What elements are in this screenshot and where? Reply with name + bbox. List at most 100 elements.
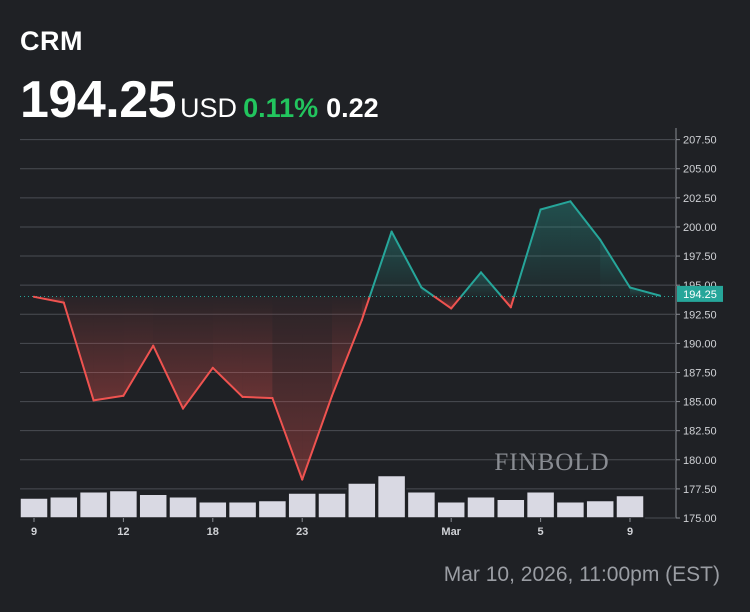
change-percent: 0.11% [243,93,319,123]
price-point [450,307,453,310]
volume-bar [138,493,168,519]
price-line-down [360,295,371,322]
volume-bar [108,489,139,519]
price-line-down [450,295,463,310]
y-tick-label: 205.00 [683,164,717,176]
y-tick-label: 187.50 [683,367,717,379]
price-line-down [509,295,516,309]
price-point [152,344,155,347]
area-above-baseline [540,201,571,297]
price-point [420,286,423,289]
price-point [331,394,333,397]
price-line-down [433,295,453,310]
price-line-down [33,295,65,304]
price-point [390,230,393,233]
price-point [539,208,542,211]
change-absolute: 0.22 [326,93,379,123]
price-line-down [92,394,125,402]
area-above-baseline [570,201,601,297]
x-tick-label: 5 [538,526,544,538]
x-tick-label: 9 [627,526,633,538]
price-line-down [500,295,512,309]
y-tick-label: 175.00 [683,513,717,525]
volume-bar [198,501,228,519]
volume-bar [19,497,49,519]
volume-bar [585,499,615,519]
volume-bar [227,501,258,519]
last-price-tag [677,285,723,302]
ticker-symbol: CRM [20,26,83,56]
area-below-baseline [212,296,243,397]
volume-bar [615,494,645,519]
price-line-up [599,238,631,289]
price-line-up [539,200,572,211]
volume-bar [496,498,526,519]
price-line-down [182,366,214,410]
price-line-up [569,200,602,241]
y-tick-label: 185.00 [683,397,717,409]
price-point [629,286,631,289]
area-above-baseline [600,239,630,297]
volume-bar [466,496,496,519]
price-point [271,397,274,400]
price-point [360,319,363,322]
price-line-down [301,394,333,481]
area-below-baseline [153,296,183,409]
price-line-up [629,286,661,297]
area-below-baseline [242,296,273,399]
volume-bar [78,491,109,519]
area-below-baseline [93,296,124,401]
volume-bar [406,491,437,519]
price-row: 194.25 USD 0.11% 0.22 [20,70,379,130]
price-point [509,306,512,309]
area-below-baseline [183,296,213,409]
price-line-up [480,271,503,298]
volume-bar [376,474,407,519]
price-point [569,200,572,203]
volume-bar [525,491,556,519]
price-point [33,295,35,298]
area-below-baseline [332,296,362,396]
x-tick-label: 23 [296,526,308,538]
price-point [211,366,214,369]
last-price-label: 194.25 [683,289,717,301]
price-line-down [271,397,304,481]
price-line-up [513,208,542,298]
y-tick-label: 177.50 [683,484,717,496]
price-line-down [331,319,363,397]
y-tick-label: 190.00 [683,338,717,350]
y-tick-label: 180.00 [683,455,717,467]
price-point [599,238,602,241]
price-line-down [211,366,244,398]
area-below-baseline [272,296,303,480]
x-tick-label: 18 [207,526,219,538]
area-above-baseline [391,231,422,297]
price-point [658,294,661,297]
y-tick-label: 192.50 [683,309,717,321]
price-point [241,395,244,398]
volume-bar [49,496,79,519]
price-point [301,478,304,481]
area-below-baseline [123,296,154,396]
price-line-up [390,230,423,289]
y-tick-label: 202.50 [683,193,717,205]
x-tick-label: 12 [117,526,129,538]
price-line-down [152,344,184,410]
price-point [122,394,125,397]
x-tick-label: 9 [31,526,37,538]
price-point [92,399,95,402]
area-below-baseline [302,296,332,480]
price-point [480,271,482,274]
watermark-logo: FINBOLD [494,449,609,476]
volume-bar [436,501,466,519]
y-tick-label: 200.00 [683,222,717,234]
price-line-down [62,301,95,402]
volume-bar [287,492,317,519]
y-tick-label: 197.50 [683,251,717,263]
volume-bar [317,492,347,519]
y-tick-label: 182.50 [683,426,717,438]
currency-label: USD [180,93,238,123]
price-line-up [420,286,436,298]
volume-bar [555,501,586,519]
